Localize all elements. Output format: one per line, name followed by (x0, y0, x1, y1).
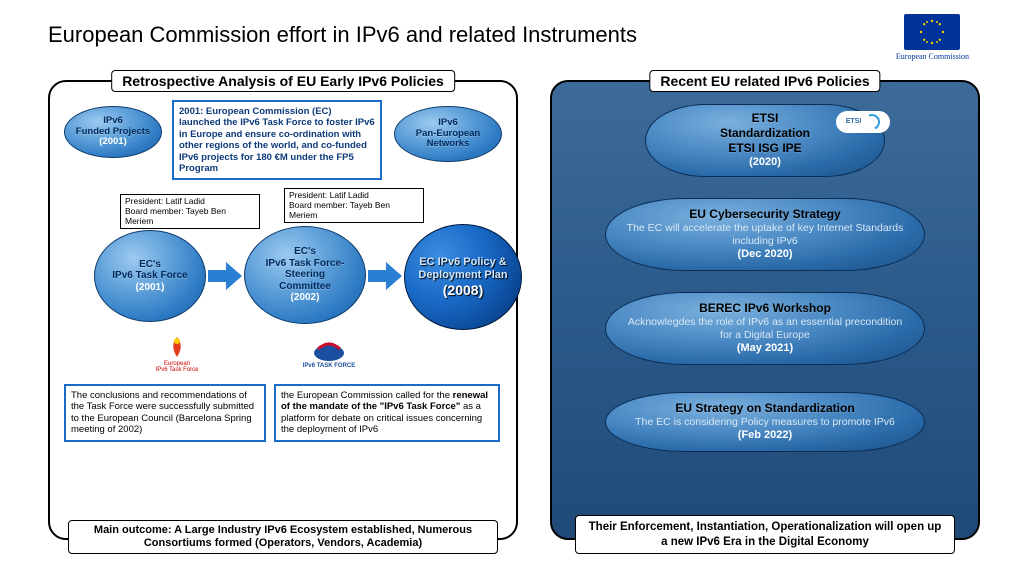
arrow-icon-2 (368, 262, 402, 290)
oval-strat-d: The EC is considering Policy measures to… (624, 416, 906, 429)
oval-funded-projects: IPv6 Funded Projects (2001) (64, 106, 162, 158)
member-box-b: President: Latif Ladid Board member: Tay… (284, 188, 424, 223)
tf-logo-b-label: IPv6 TASK FORCE (303, 363, 356, 369)
oval-funded-yr: (2001) (99, 137, 126, 148)
oval-strategy: EU Strategy on Standardization The EC is… (605, 392, 925, 452)
oval-cyber-h: EU Cybersecurity Strategy (624, 207, 906, 222)
etsi-badge: ETSI (836, 111, 890, 133)
right-panel: Recent EU related IPv6 Policies ETSI ETS… (550, 80, 980, 540)
circle-sc-l3: Steering (285, 269, 325, 281)
circle-sc-l4: Committee (279, 281, 331, 293)
oval-strat-date: (Feb 2022) (624, 429, 906, 443)
oval-pan-european: IPv6 Pan-European Networks (394, 106, 502, 162)
circle-task-force: EC's IPv6 Task Force (2001) (94, 230, 206, 322)
oval-cyber-date: (Dec 2020) (624, 248, 906, 262)
page-title: European Commission effort in IPv6 and r… (48, 22, 637, 48)
circle-steering-committee: EC's IPv6 Task Force- Steering Committee… (244, 226, 366, 324)
box-2001-text: 2001: European Commission (EC) launched … (179, 106, 375, 174)
oval-pan-l1: IPv6 (438, 118, 458, 129)
left-panel-header: Retrospective Analysis of EU Early IPv6 … (111, 70, 455, 92)
circle-tf-yr: (2001) (136, 282, 165, 294)
oval-etsi-h3: ETSI ISG IPE (664, 141, 866, 156)
circle-dep-yr: (2008) (443, 282, 483, 298)
etsi-swirl-icon (862, 112, 883, 133)
oval-berec-date: (May 2021) (624, 342, 906, 356)
tf-logo-a-label: European IPv6 Task Force (156, 361, 199, 373)
oval-pan-l3: Networks (427, 139, 470, 150)
oval-strat-h: EU Strategy on Standardization (624, 401, 906, 416)
tf-logo-a: European IPv6 Task Force (148, 330, 206, 378)
right-footer: Their Enforcement, Instantiation, Operat… (575, 515, 955, 554)
oval-cyber-d: The EC will accelerate the uptake of key… (624, 222, 906, 248)
oval-etsi-h2: Standardization (664, 126, 866, 141)
circle-tf-l2: IPv6 Task Force (112, 270, 187, 282)
circle-dep-l2: Deployment Plan (418, 269, 507, 282)
box-renewal: the European Commission called for the r… (274, 384, 500, 442)
oval-berec: BEREC IPv6 Workshop Acknowlegdes the rol… (605, 292, 925, 365)
right-panel-header: Recent EU related IPv6 Policies (649, 70, 880, 92)
circle-deployment-plan: EC IPv6 Policy & Deployment Plan (2008) (404, 224, 522, 330)
oval-berec-h: BEREC IPv6 Workshop (624, 301, 906, 316)
box-conclusions-text: The conclusions and recommendations of t… (71, 390, 254, 435)
circle-sc-l2: IPv6 Task Force- (266, 258, 345, 270)
circle-dep-l1: EC IPv6 Policy & (419, 256, 506, 269)
ec-logo: European Commission (896, 14, 969, 61)
circle-tf-l1: EC's (139, 259, 161, 271)
oval-cybersecurity: EU Cybersecurity Strategy The EC will ac… (605, 198, 925, 271)
tf-logo-b: IPv6 TASK FORCE (300, 330, 358, 378)
left-panel: Retrospective Analysis of EU Early IPv6 … (48, 80, 518, 540)
left-outcome: Main outcome: A Large Industry IPv6 Ecos… (68, 520, 498, 554)
ec-logo-label: European Commission (896, 52, 969, 61)
etsi-badge-text: ETSI (846, 118, 862, 127)
oval-berec-d: Acknowlegdes the role of IPv6 as an esse… (624, 316, 906, 342)
oval-etsi: ETSI ETSI Standardization ETSI ISG IPE (… (645, 104, 885, 177)
circle-sc-yr: (2002) (291, 292, 320, 304)
oval-funded-l1: IPv6 (103, 116, 123, 127)
box-conclusions: The conclusions and recommendations of t… (64, 384, 266, 442)
box-renewal-pre: the European Commission called for the (281, 390, 453, 401)
box-2001: 2001: European Commission (EC) launched … (172, 100, 382, 180)
arrow-icon-1 (208, 262, 242, 290)
member-box-a: President: Latif Ladid Board member: Tay… (120, 194, 260, 229)
circle-sc-l1: EC's (294, 246, 316, 258)
oval-etsi-date: (2020) (664, 156, 866, 170)
eu-flag-icon (904, 14, 960, 50)
